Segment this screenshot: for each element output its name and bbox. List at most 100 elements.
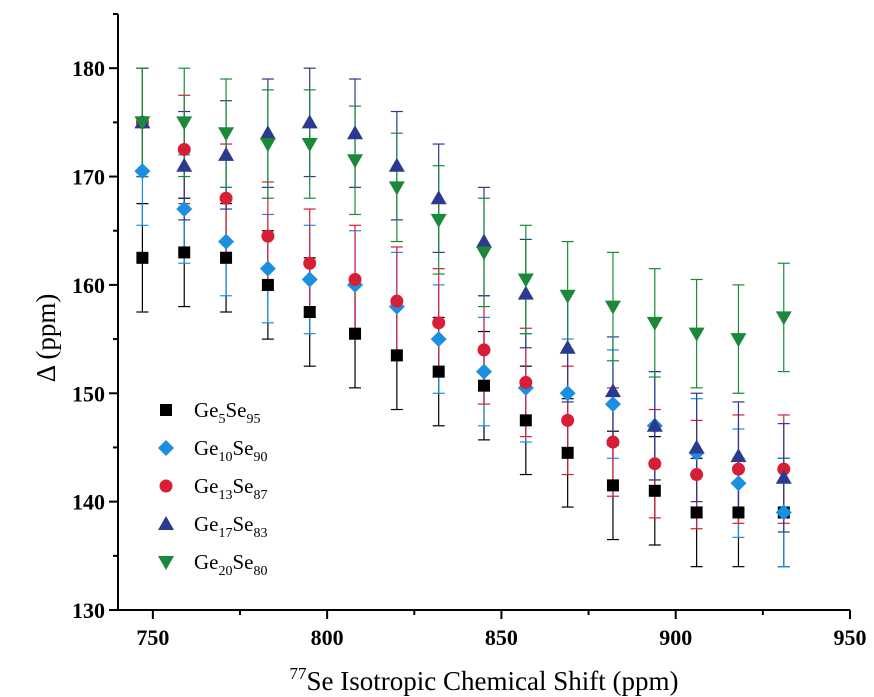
data-point xyxy=(430,331,447,348)
data-point xyxy=(690,506,703,519)
y-tick-label: 170 xyxy=(72,165,105,190)
plot-area xyxy=(134,67,792,568)
axes: 750 800 850 900 950 130 140 150 160 170 180 xyxy=(72,13,867,650)
data-point xyxy=(430,190,447,205)
series-Ge5Se95-points xyxy=(136,246,790,519)
series-Ge10Se90-errorbars xyxy=(136,116,790,568)
x-tick-label: 800 xyxy=(311,625,344,650)
data-point xyxy=(775,469,792,484)
data-point xyxy=(136,251,149,264)
y-tick-label: 180 xyxy=(72,56,105,81)
data-point xyxy=(730,333,747,348)
data-point xyxy=(177,142,191,156)
legend-marker xyxy=(158,556,174,570)
legend-item: Ge5Se95 xyxy=(160,398,261,427)
data-point xyxy=(176,157,193,172)
data-point xyxy=(218,127,235,142)
data-point xyxy=(648,457,662,471)
data-point xyxy=(561,446,574,459)
y-tick-label: 150 xyxy=(72,381,105,406)
data-point xyxy=(559,385,576,402)
data-point xyxy=(606,479,619,492)
data-point xyxy=(478,379,490,392)
data-point xyxy=(688,439,705,454)
data-point xyxy=(301,271,318,288)
data-point xyxy=(646,316,663,331)
data-point xyxy=(349,327,362,340)
data-point xyxy=(604,396,621,413)
data-point xyxy=(519,375,533,389)
data-point xyxy=(688,327,705,342)
legend-item: Ge13Se87 xyxy=(159,474,268,503)
data-point xyxy=(259,125,276,140)
data-point xyxy=(604,383,621,398)
data-point xyxy=(219,191,233,205)
data-point xyxy=(261,278,274,291)
data-point xyxy=(176,201,193,218)
data-point xyxy=(259,138,276,153)
data-point xyxy=(134,163,151,180)
data-point xyxy=(477,343,491,357)
data-point xyxy=(777,462,791,476)
data-point xyxy=(775,311,792,326)
legend-label: Ge13Se87 xyxy=(194,474,268,503)
data-point xyxy=(259,260,276,277)
legend-marker xyxy=(159,479,173,493)
data-point xyxy=(561,413,575,427)
data-point xyxy=(775,504,792,521)
x-axis-title-superscript: 77 xyxy=(290,664,308,683)
data-point xyxy=(648,484,661,497)
data-point xyxy=(432,365,445,378)
data-point xyxy=(218,146,235,161)
data-point xyxy=(347,125,364,140)
legend-label: Ge17Se83 xyxy=(194,512,268,541)
data-point xyxy=(730,448,747,463)
legend-marker xyxy=(158,440,174,456)
data-point xyxy=(731,462,745,476)
data-point xyxy=(517,273,534,288)
data-point xyxy=(646,417,663,432)
data-point xyxy=(301,138,318,153)
data-point xyxy=(134,116,151,131)
x-tick-label: 850 xyxy=(485,625,518,650)
legend-label: Ge20Se80 xyxy=(194,550,268,579)
y-tick-label: 160 xyxy=(72,273,105,298)
data-point xyxy=(220,251,233,264)
legend-label: Ge5Se95 xyxy=(194,398,261,427)
data-point xyxy=(519,414,532,427)
data-point xyxy=(732,506,745,519)
x-tick-label: 750 xyxy=(136,625,169,650)
legend-label: Ge10Se90 xyxy=(194,436,268,465)
data-point xyxy=(604,300,621,315)
y-tick-label: 140 xyxy=(72,490,105,515)
data-point xyxy=(476,246,492,261)
data-point xyxy=(730,475,747,492)
data-point xyxy=(559,339,576,354)
data-point xyxy=(430,213,447,228)
data-point xyxy=(476,233,492,248)
series-Ge17Se83-errorbars xyxy=(136,67,790,533)
data-point xyxy=(348,272,362,286)
data-point xyxy=(261,229,275,243)
data-point xyxy=(690,468,704,482)
legend-item: Ge10Se90 xyxy=(158,436,268,465)
series-Ge17Se83-points xyxy=(134,114,792,484)
data-point xyxy=(390,294,404,308)
y-tick-label: 130 xyxy=(72,598,105,623)
data-point xyxy=(347,154,364,169)
data-point xyxy=(301,114,318,129)
data-point xyxy=(388,181,405,196)
data-point xyxy=(178,246,191,259)
y-axis-title: Δ (ppm) xyxy=(31,294,61,383)
legend-marker xyxy=(158,516,174,530)
legend: Ge5Se95 Ge10Se90 Ge13Se87 Ge17Se83 Ge20Se80 xyxy=(158,398,268,579)
series-Ge13Se87-points xyxy=(135,115,791,482)
data-point xyxy=(388,157,405,172)
data-point xyxy=(303,306,316,318)
data-point xyxy=(176,116,193,131)
data-point xyxy=(606,435,620,449)
x-axis-title: 77Se Isotropic Chemical Shift (ppm) xyxy=(290,664,679,696)
data-point xyxy=(303,256,317,270)
x-tick-label: 950 xyxy=(834,625,867,650)
